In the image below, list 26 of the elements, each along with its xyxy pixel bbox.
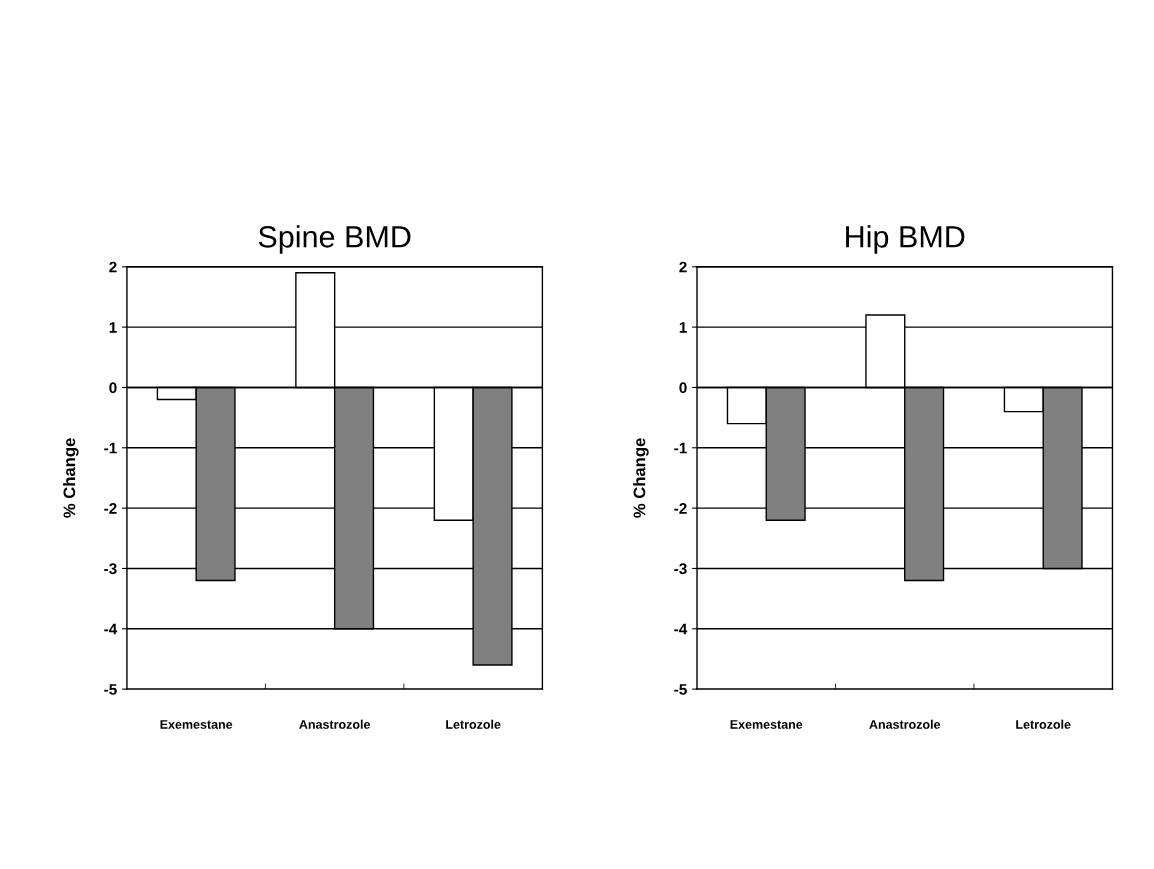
chart-title: Hip BMD — [846, 225, 965, 254]
x-tick-label: Exemestane — [160, 720, 233, 729]
y-tick-label: 2 — [679, 261, 687, 273]
y-tick-label: -2 — [674, 502, 687, 514]
y-tick-label: -3 — [674, 563, 687, 575]
x-tick-label: Exemestane — [730, 720, 803, 729]
y-tick-label: -1 — [104, 442, 117, 454]
x-tick-label: Anastrozole — [869, 719, 941, 729]
y-tick-label: -4 — [674, 623, 688, 635]
y-tick-label: -5 — [674, 684, 687, 695]
x-tick-label: Letrozole — [1016, 719, 1071, 729]
x-tick-label: Letrozole — [446, 719, 501, 729]
x-tick-label: Anastrozole — [299, 719, 371, 729]
chart-title: Spine BMD — [258, 225, 411, 254]
y-tick-label: 0 — [679, 382, 687, 394]
y-tick-label: 1 — [679, 322, 687, 333]
y-tick-label: 1 — [109, 322, 117, 333]
y-tick-label: -4 — [104, 623, 118, 635]
y-tick-label: -5 — [104, 684, 117, 695]
y-tick-label: -3 — [104, 563, 117, 575]
y-tick-label: 0 — [109, 382, 117, 394]
y-tick-label: -1 — [674, 442, 687, 454]
y-tick-label: -2 — [104, 502, 117, 514]
y-axis-title: % Change — [63, 438, 79, 518]
y-tick-label: 2 — [109, 261, 117, 273]
y-axis-title: % Change — [633, 438, 649, 518]
